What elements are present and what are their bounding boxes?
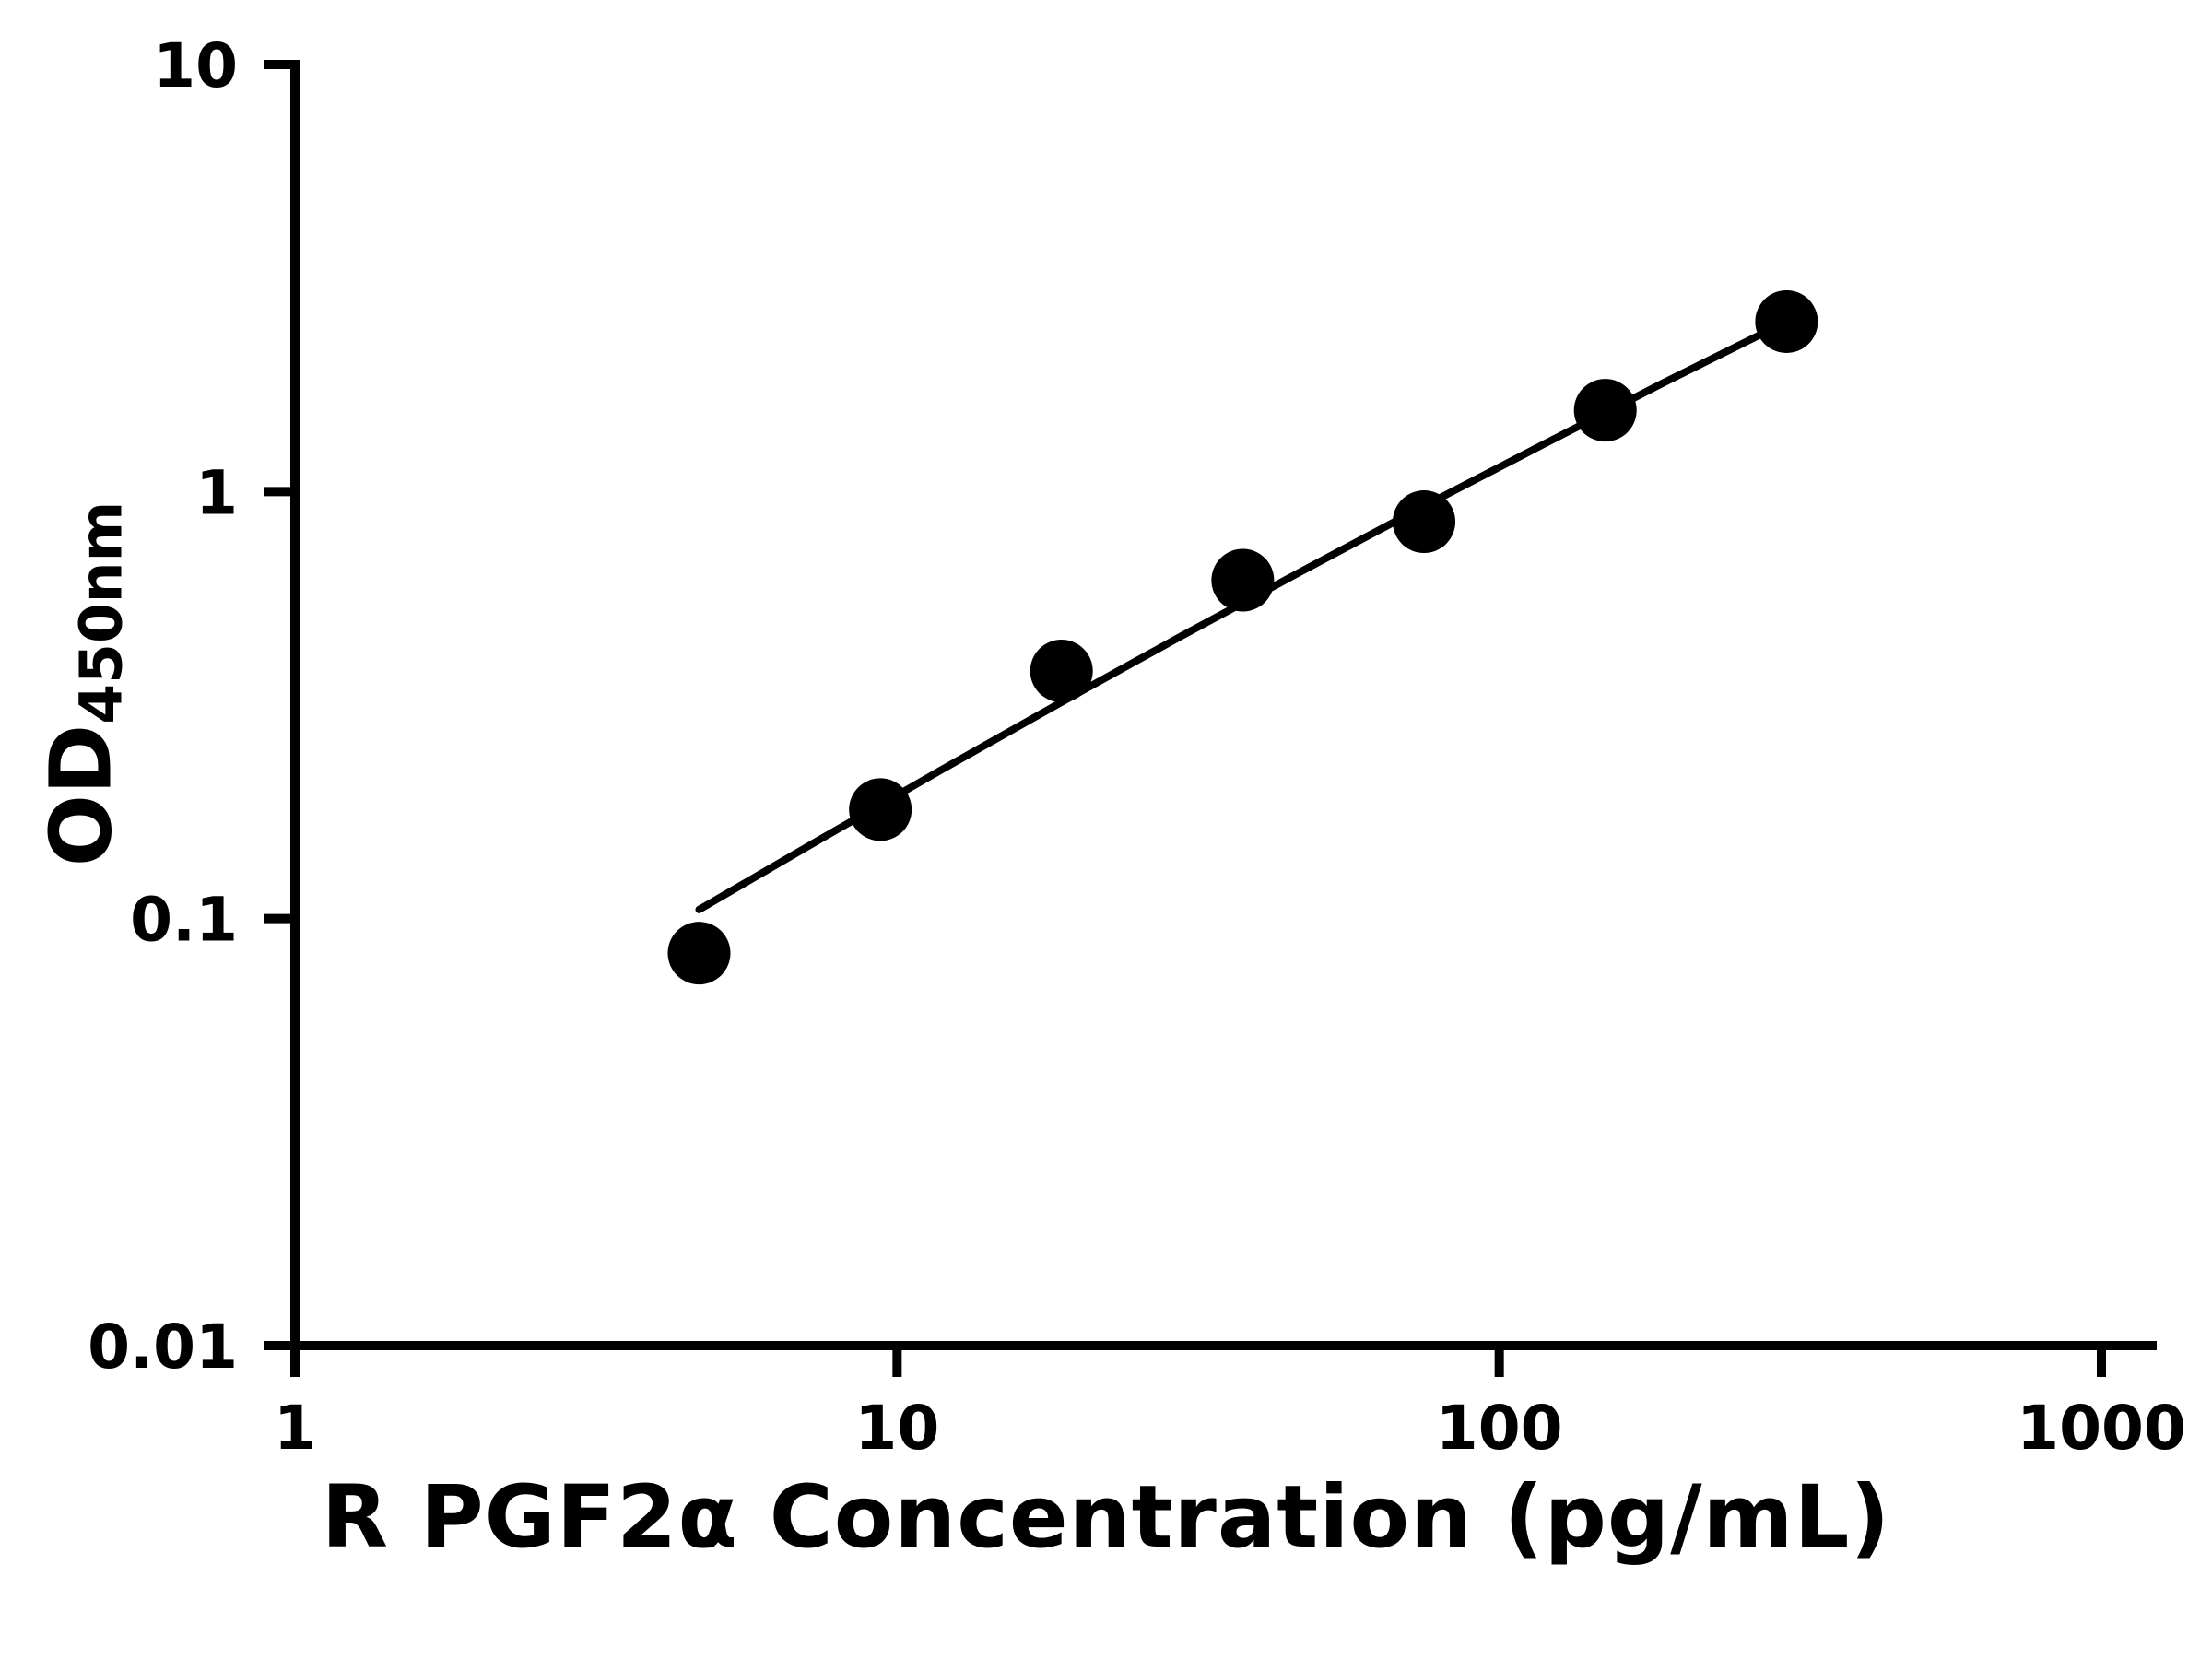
y-tick-label: 0.01: [88, 1312, 238, 1382]
x-tick-label: 1000: [2017, 1393, 2186, 1464]
data-point: [1393, 490, 1456, 554]
data-point: [1030, 640, 1093, 703]
x-tick-label: 100: [1436, 1393, 1563, 1464]
y-axis-title-main: OD: [31, 724, 131, 867]
y-axis-title-sub: 450nm: [67, 500, 135, 724]
data-point: [1573, 379, 1637, 442]
data-point: [849, 778, 912, 841]
y-tick-label: 0.1: [130, 885, 238, 956]
data-point: [1211, 548, 1275, 612]
y-axis-title: OD450nm: [31, 501, 135, 867]
axis-spine: [290, 60, 2157, 1350]
data-point: [1755, 289, 1818, 353]
x-axis-title: R PGF2α Concentration (pg/mL): [321, 1467, 1891, 1568]
x-tick-label: 1: [274, 1393, 316, 1464]
y-tick-label: 1: [195, 457, 238, 528]
x-tick-label: 10: [854, 1393, 939, 1464]
data-point: [667, 922, 731, 985]
y-tick-label: 10: [153, 30, 238, 101]
